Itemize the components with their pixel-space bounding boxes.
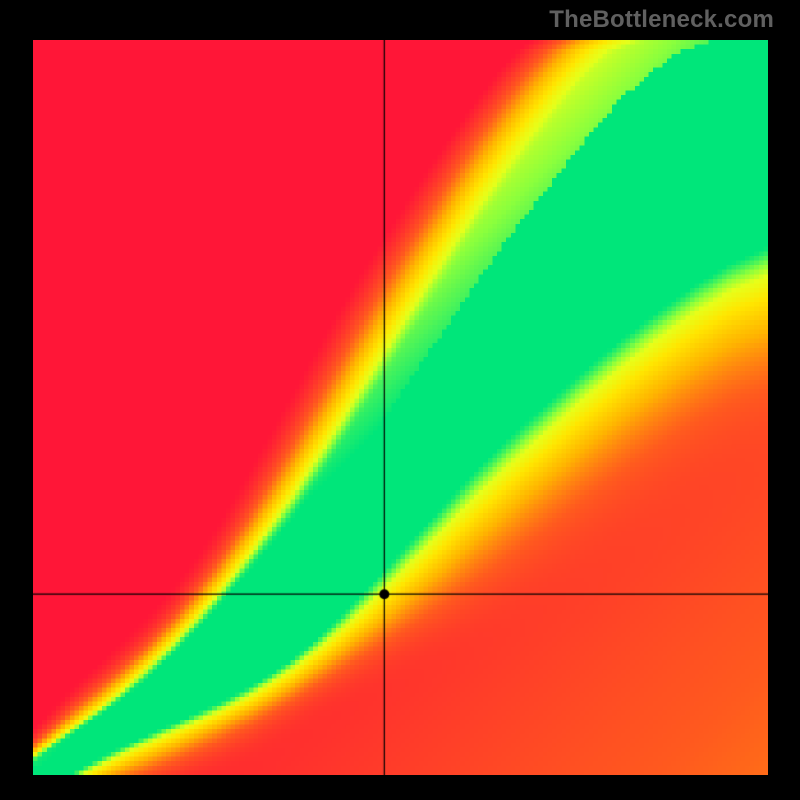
watermark-text: TheBottleneck.com [549,6,774,34]
bottleneck-heatmap [33,40,768,775]
chart-container: TheBottleneck.com [0,0,800,800]
